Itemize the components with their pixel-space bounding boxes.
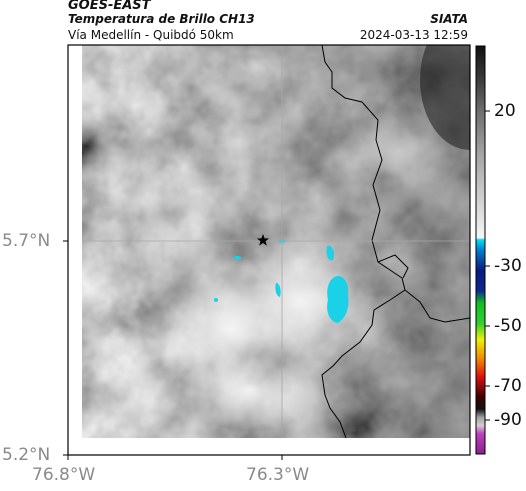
map-frame: [67, 44, 471, 456]
timestamp-label: 2024-03-13 12:59: [359, 28, 468, 42]
colorbar-label: 20: [494, 101, 516, 121]
cold-cloud-tops: [214, 239, 349, 323]
star-marker: [257, 234, 269, 246]
lat-tick-label: 5.7°N: [2, 231, 51, 251]
organization-label: SIATA: [430, 12, 468, 26]
axis-ticks: [63, 240, 283, 460]
lon-tick-label: 76.8°W: [32, 465, 96, 485]
route-label: Vía Medellín - Quibdó 50km: [68, 28, 234, 42]
lat-tick-label: 5.2°N: [2, 445, 51, 465]
colorbar-label: -50: [494, 316, 522, 336]
product-title: Temperatura de Brillo CH13: [68, 12, 255, 26]
lon-tick-label: 76.3°W: [246, 465, 310, 485]
satellite-title: GOES-EAST: [68, 0, 151, 13]
satellite-image: [82, 45, 470, 438]
colorbar-label: -30: [494, 256, 522, 276]
colorbar-label: -90: [494, 410, 522, 430]
colorbar-label: -70: [494, 376, 522, 396]
department-boundary: [321, 45, 470, 438]
colorbar: [475, 45, 490, 455]
gridlines: [82, 45, 470, 438]
